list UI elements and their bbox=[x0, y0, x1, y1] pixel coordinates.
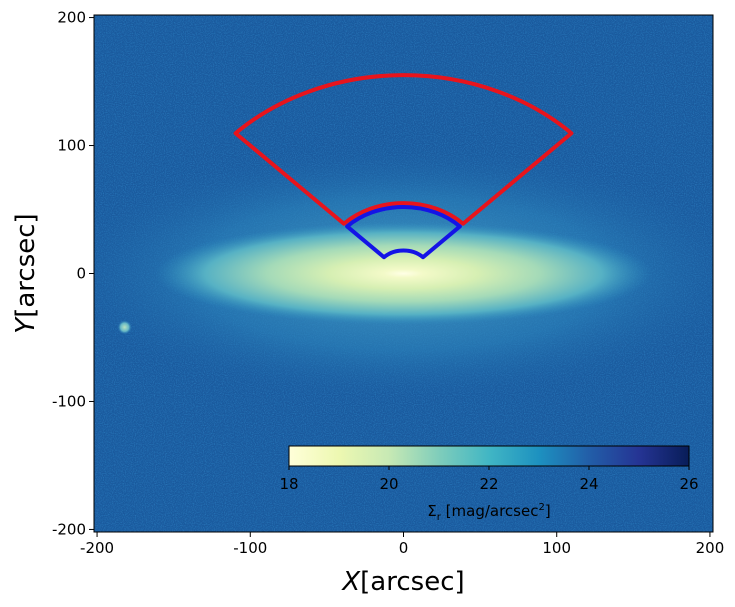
y-axis: -200 -100 0 100 200 bbox=[52, 9, 94, 538]
colorbar: 18 20 22 24 26 Σr [mag/arcsec2] bbox=[279, 445, 699, 523]
image-plot-area bbox=[94, 15, 713, 532]
colorbar-tick-label: 18 bbox=[279, 475, 298, 493]
galaxy-disk bbox=[155, 222, 652, 325]
y-tick-label: 200 bbox=[57, 9, 86, 27]
x-axis: -200 -100 0 100 200 bbox=[80, 532, 724, 557]
point-source bbox=[117, 320, 132, 335]
y-tick-label: -200 bbox=[52, 520, 86, 538]
y-axis-label: Y[arcsec] bbox=[11, 213, 41, 333]
colorbar-gradient bbox=[288, 445, 690, 467]
colorbar-tick-label: 22 bbox=[479, 475, 498, 493]
x-tick-label: 100 bbox=[542, 539, 571, 557]
y-tick-label: -100 bbox=[52, 392, 86, 410]
colorbar-ticks: 18 20 22 24 26 bbox=[279, 466, 699, 493]
x-tick-label: -200 bbox=[80, 539, 114, 557]
y-tick-label: 0 bbox=[76, 265, 86, 283]
x-tick-label: -100 bbox=[233, 539, 267, 557]
x-tick-label: 200 bbox=[696, 539, 725, 557]
x-axis-label: X[arcsec] bbox=[340, 567, 464, 597]
y-tick-label: 100 bbox=[57, 137, 86, 155]
sector-regions bbox=[233, 73, 574, 260]
colorbar-label: Σr [mag/arcsec2] bbox=[427, 502, 550, 523]
colorbar-tick-label: 20 bbox=[379, 475, 398, 493]
colorbar-tick-label: 26 bbox=[679, 475, 698, 493]
colorbar-tick-label: 24 bbox=[579, 475, 598, 493]
x-tick-label: 0 bbox=[399, 539, 409, 557]
sector-2 bbox=[345, 205, 462, 260]
sector-1 bbox=[233, 73, 574, 226]
